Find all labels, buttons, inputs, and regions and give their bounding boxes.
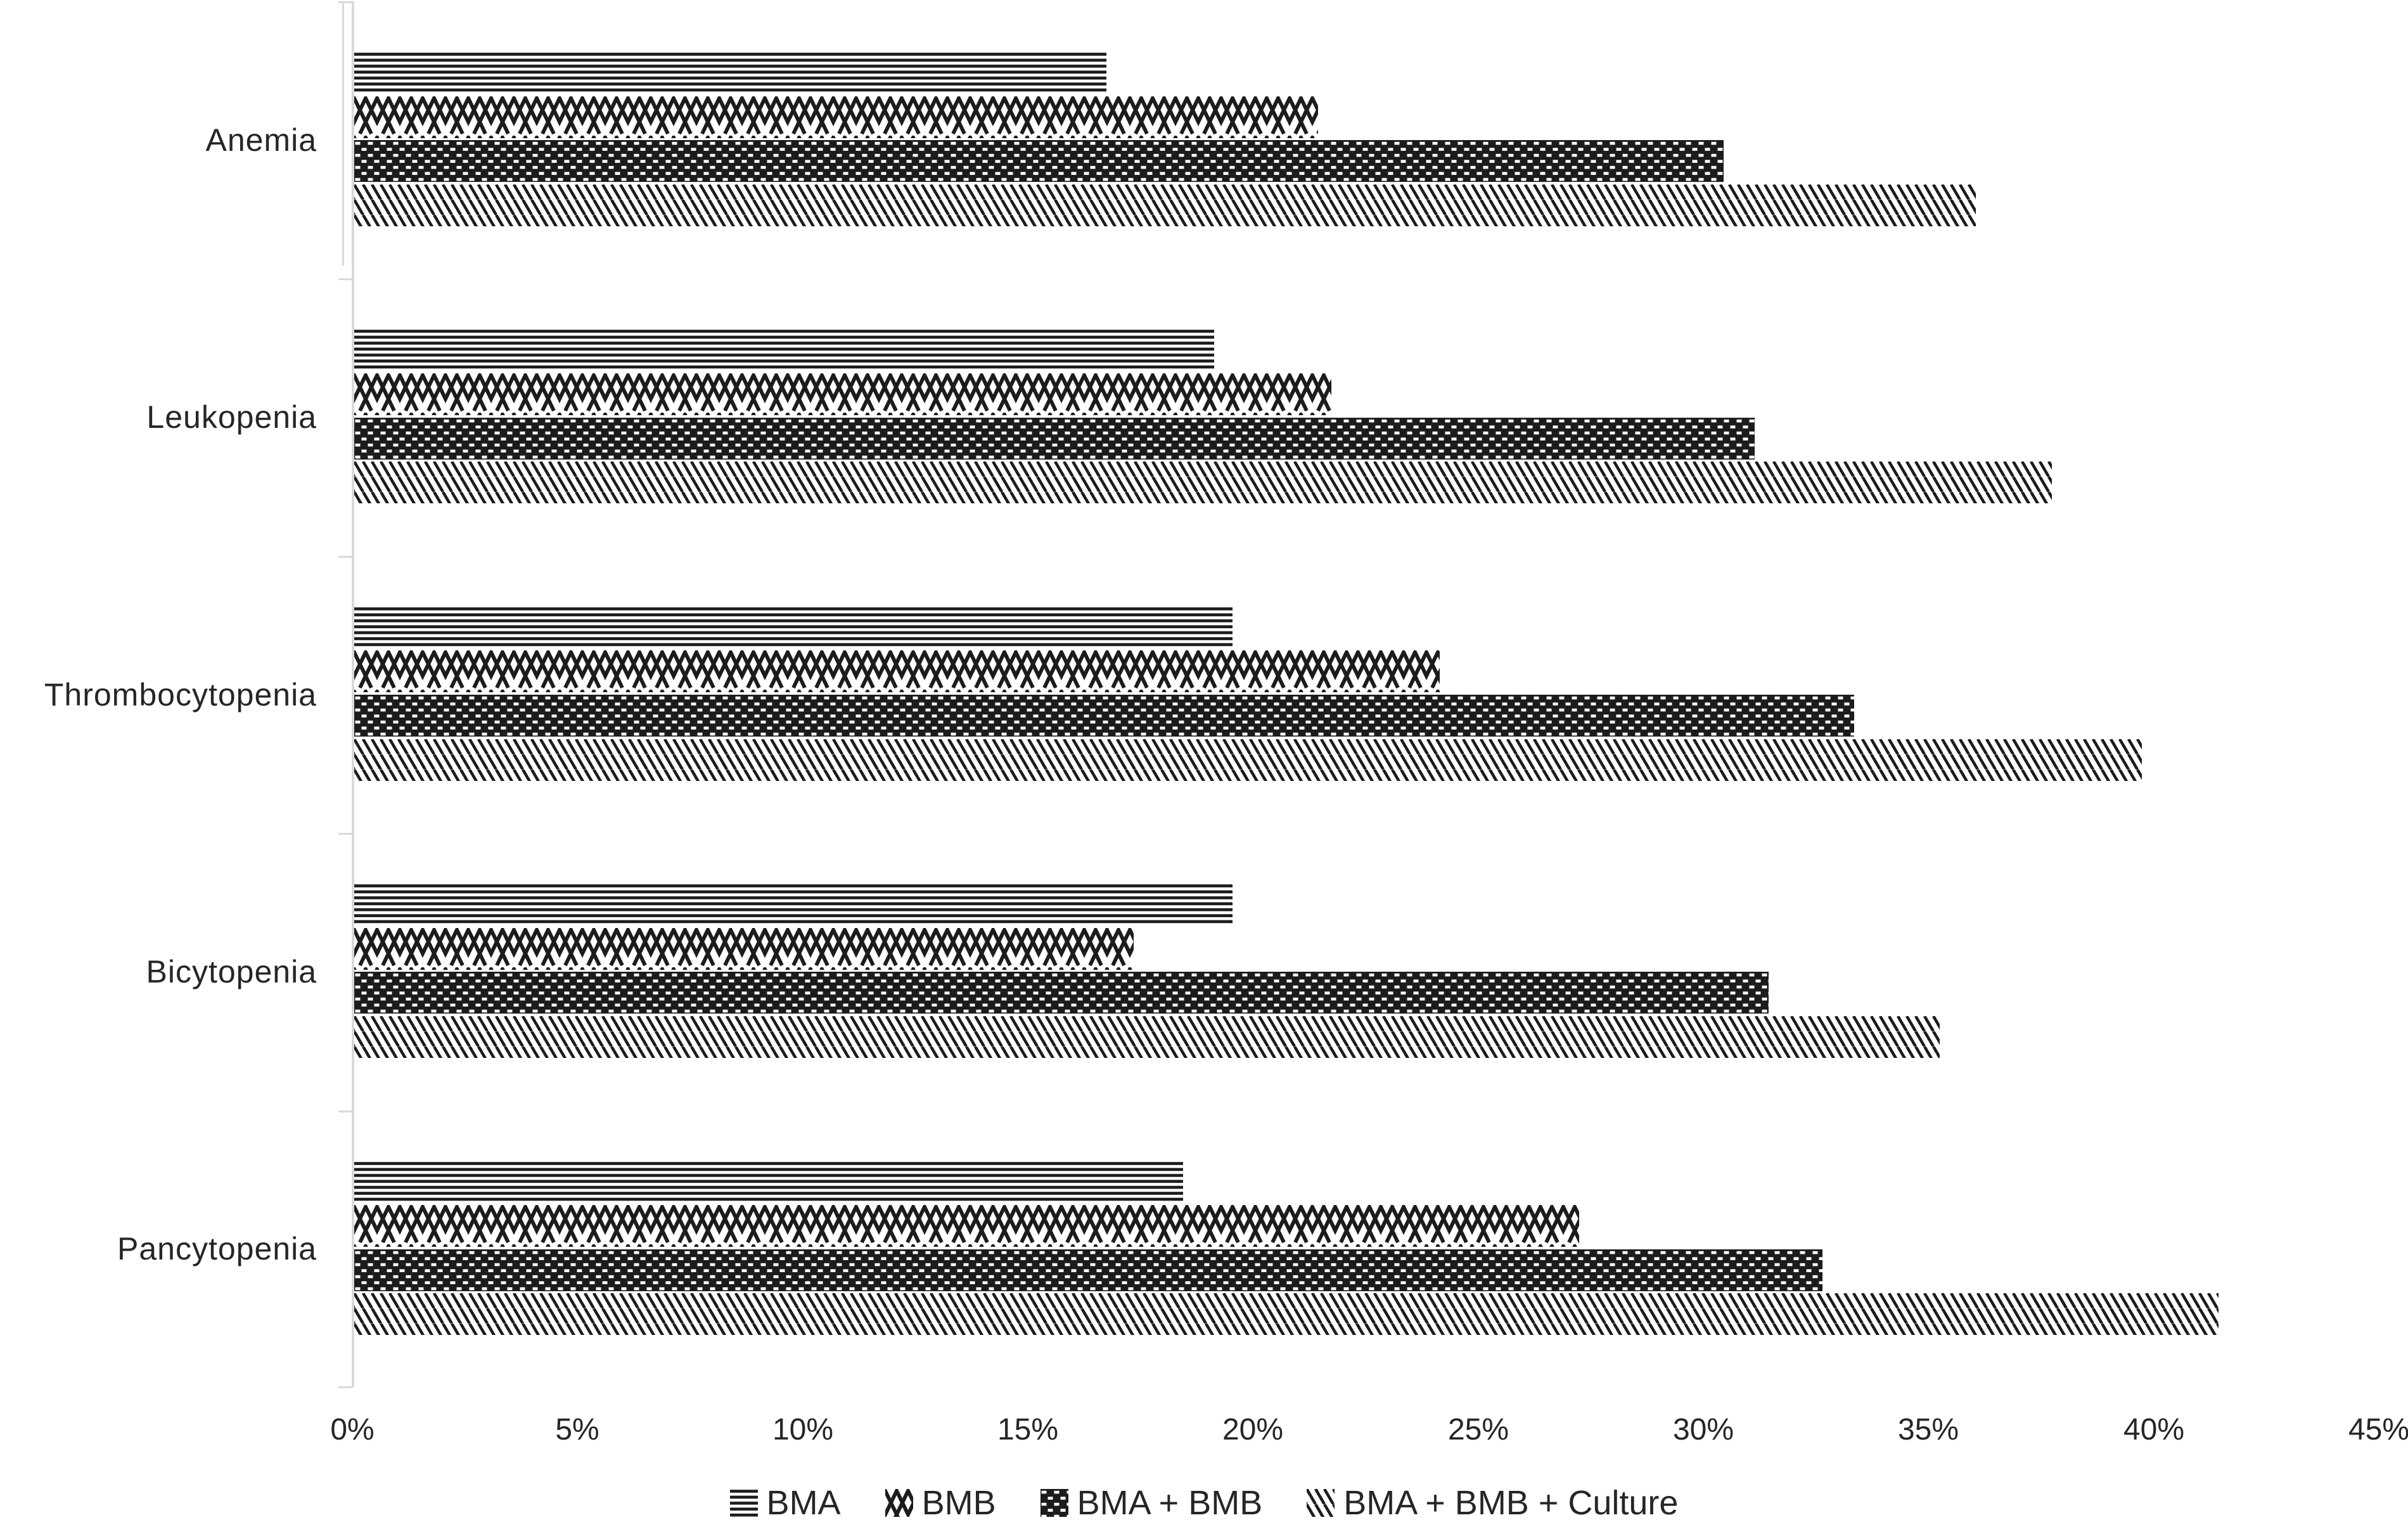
bar-thrombocytopenia-bmb	[354, 650, 1440, 692]
x-axis-tick-label-20: 20%	[1222, 1413, 1284, 1446]
legend-swatch-bmb-icon	[885, 1489, 913, 1517]
legend-label-bmb: BMB	[921, 1484, 996, 1522]
bar-bicytopenia-bmb	[354, 928, 1134, 970]
legend-item-bma-bmb-culture: BMA + BMB + Culture	[1307, 1483, 1678, 1523]
bar-anemia-bma	[354, 52, 1106, 94]
bar-anemia-bma-bmb	[354, 140, 1724, 182]
y-axis-top-bracket-line	[342, 2, 344, 266]
y-axis-tick-mark	[338, 833, 352, 835]
category-label-thrombocytopenia: Thrombocytopenia	[44, 677, 317, 712]
category-label-pancytopenia: Pancytopenia	[117, 1231, 317, 1266]
y-axis-tick-mark	[338, 1111, 352, 1112]
legend-label-bma-bmb: BMA + BMB	[1077, 1484, 1263, 1522]
category-label-bicytopenia: Bicytopenia	[146, 954, 317, 989]
legend-item-bma: BMA	[729, 1483, 841, 1523]
y-axis-tick-mark	[338, 1, 352, 3]
bar-pancytopenia-bma-bmb	[354, 1249, 1822, 1291]
bar-bicytopenia-bma	[354, 884, 1233, 925]
bar-anemia-bma-bmb-culture	[354, 184, 1976, 226]
y-axis-tick-mark	[338, 1386, 352, 1388]
bar-pancytopenia-bmb	[354, 1205, 1579, 1247]
bar-bicytopenia-bma-bmb	[354, 972, 1769, 1014]
legend-item-bma-bmb: BMA + BMB	[1040, 1483, 1263, 1523]
bar-leukopenia-bma-bmb-culture	[354, 461, 2052, 503]
legend-item-bmb: BMB	[885, 1483, 996, 1523]
legend-label-bma: BMA	[766, 1484, 841, 1522]
x-axis-tick-label-40: 40%	[2123, 1413, 2185, 1446]
bar-thrombocytopenia-bma	[354, 607, 1233, 648]
legend-swatch-bma-bmb-culture-icon	[1307, 1489, 1335, 1517]
bar-bicytopenia-bma-bmb-culture	[354, 1016, 1940, 1058]
x-axis-tick-label-10: 10%	[772, 1413, 834, 1446]
y-axis-line	[352, 1, 354, 1388]
legend-label-bma-bmb-culture: BMA + BMB + Culture	[1343, 1484, 1679, 1522]
bar-leukopenia-bma	[354, 329, 1214, 371]
x-axis-tick-label-5: 5%	[555, 1413, 599, 1446]
y-axis-tick-mark	[338, 556, 352, 558]
x-axis-tick-label-35: 35%	[1897, 1413, 1959, 1446]
legend-swatch-bma-icon	[729, 1489, 758, 1517]
bar-leukopenia-bma-bmb	[354, 418, 1755, 460]
bar-leukopenia-bmb	[354, 373, 1331, 415]
category-label-anemia: Anemia	[205, 122, 317, 158]
x-axis-tick-label-0: 0%	[330, 1413, 375, 1446]
legend: BMA BMB BMA + BMB BMA + BMB + Culture	[0, 1483, 2408, 1523]
bar-thrombocytopenia-bma-bmb	[354, 695, 1854, 737]
x-axis-tick-label-25: 25%	[1447, 1413, 1509, 1446]
bar-anemia-bmb	[354, 96, 1318, 138]
category-label-leukopenia: Leukopenia	[146, 399, 317, 435]
x-axis-tick-label-45: 45%	[2348, 1413, 2408, 1446]
y-axis-tick-mark	[338, 278, 352, 280]
bar-thrombocytopenia-bma-bmb-culture	[354, 739, 2142, 781]
bar-pancytopenia-bma	[354, 1161, 1183, 1203]
x-axis-tick-label-15: 15%	[997, 1413, 1059, 1446]
bar-pancytopenia-bma-bmb-culture	[354, 1293, 2219, 1335]
x-axis-tick-label-30: 30%	[1672, 1413, 1734, 1446]
legend-swatch-bma-bmb-icon	[1040, 1489, 1068, 1517]
